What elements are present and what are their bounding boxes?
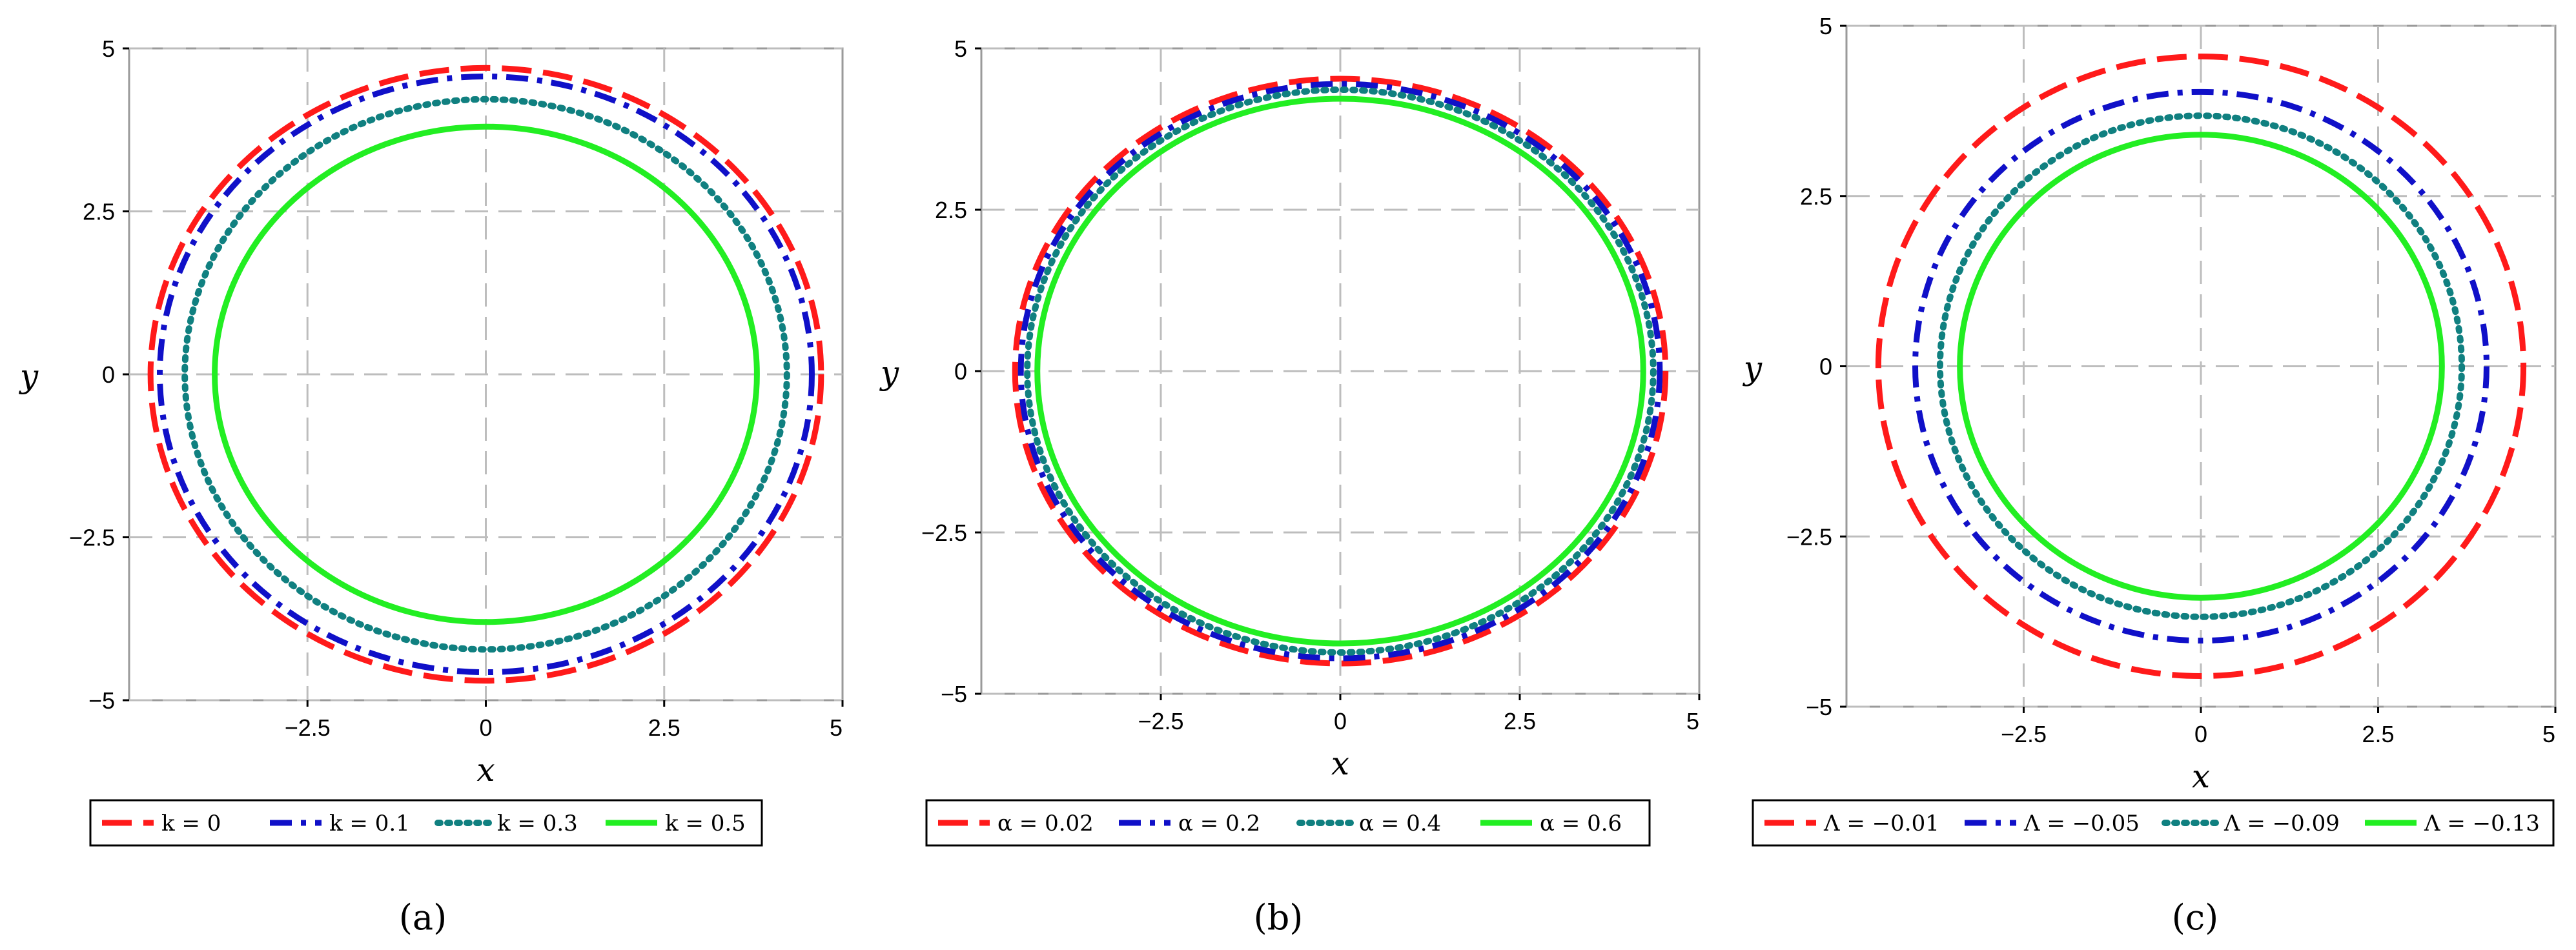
legend-label-4: k = 0.5 (665, 811, 746, 836)
series-curve-1 (1875, 53, 2527, 680)
x-tick-label: 0 (479, 714, 492, 741)
y-tick-label: 0 (954, 358, 967, 385)
legend-label-4: Λ = −0.13 (2424, 811, 2540, 836)
x-tick-label: 2.5 (1504, 708, 1536, 734)
panel-caption: (a) (399, 897, 447, 938)
y-tick-label: 5 (102, 35, 115, 62)
y-axis-label: y (19, 358, 39, 395)
legend-label-3: α = 0.4 (1359, 811, 1441, 836)
series-curve-2 (1017, 81, 1663, 662)
series-curve-3 (181, 96, 790, 653)
x-tick-label: 5 (830, 714, 843, 741)
y-axis-label: y (879, 354, 899, 392)
legend-label-2: k = 0.1 (329, 811, 410, 836)
panel-caption: (c) (2172, 897, 2218, 938)
y-tick-label: −2.5 (1786, 523, 1832, 550)
y-axis-label: y (1743, 350, 1763, 387)
x-tick-label: 0 (2194, 721, 2207, 747)
series-curve-3 (1936, 112, 2466, 620)
legend: α = 0.02 α = 0.2 α = 0.4 α = 0.6 (925, 799, 1651, 847)
legend-label-4: α = 0.6 (1540, 811, 1622, 836)
y-tick-label: −2.5 (69, 525, 115, 551)
legend-label-1: Λ = −0.01 (1823, 811, 1939, 836)
legend-label-3: k = 0.3 (497, 811, 578, 836)
panel-c: −2.5 0 2.5 5 5 2.5 0 −2.5 −5 x y Λ = −0.01 Λ = −0.05… (1743, 13, 2557, 938)
x-axis-label: x (2192, 758, 2210, 795)
y-tick-label: 5 (954, 35, 967, 62)
y-tick-label: −5 (88, 687, 115, 714)
panel-caption: (b) (1254, 897, 1303, 938)
x-axis-label: x (476, 751, 495, 789)
x-axis-label: x (1331, 745, 1349, 782)
x-tick-label: −2.5 (2001, 721, 2047, 747)
series-curve-4 (1957, 132, 2445, 601)
x-tick-label: 2.5 (648, 714, 680, 741)
x-tick-label: 5 (2542, 721, 2555, 747)
y-tick-label: 2.5 (83, 199, 115, 225)
series-curve-3 (1024, 86, 1657, 656)
legend: k = 0 k = 0.1 k = 0.3 k = 0.5 (89, 799, 763, 847)
legend-box (1752, 799, 2555, 847)
y-tick-label: 2.5 (1800, 183, 1832, 210)
legend-label-1: k = 0 (161, 811, 221, 836)
y-tick-label: 0 (102, 361, 115, 388)
grid (129, 47, 843, 702)
x-tick-label: 0 (1334, 708, 1347, 734)
series-curve-1 (1012, 76, 1669, 667)
y-tick-label: −5 (941, 681, 967, 707)
x-tick-label: −2.5 (285, 714, 331, 741)
series-curve-4 (1034, 96, 1646, 647)
x-tick-label: 5 (1686, 708, 1699, 734)
y-tick-label: 2.5 (935, 197, 967, 223)
x-tick-label: −2.5 (1138, 708, 1183, 734)
y-tick-label: 0 (1819, 354, 1832, 380)
series-curve-2 (1912, 88, 2489, 644)
legend-label-3: Λ = −0.09 (2223, 811, 2340, 836)
grid (1846, 25, 2555, 708)
y-tick-label: 5 (1819, 13, 1832, 39)
legend-label-2: Λ = −0.05 (2023, 811, 2140, 836)
legend: Λ = −0.01 Λ = −0.05 Λ = −0.09 Λ = −0.13 (1752, 799, 2555, 847)
legend-label-1: α = 0.02 (997, 811, 1094, 836)
series-curve-4 (212, 123, 760, 625)
series-curve-1 (147, 65, 824, 684)
panel-a: −2.5 0 2.5 5 5 2.5 0 −2.5 −5 x y k = 0 k = 0.1 k = 0.… (19, 35, 844, 938)
y-tick-label: −2.5 (921, 520, 967, 546)
y-tick-label: −5 (1806, 694, 1832, 720)
x-tick-label: 2.5 (2362, 721, 2394, 747)
legend-label-2: α = 0.2 (1178, 811, 1260, 836)
series-curve-2 (157, 73, 815, 676)
